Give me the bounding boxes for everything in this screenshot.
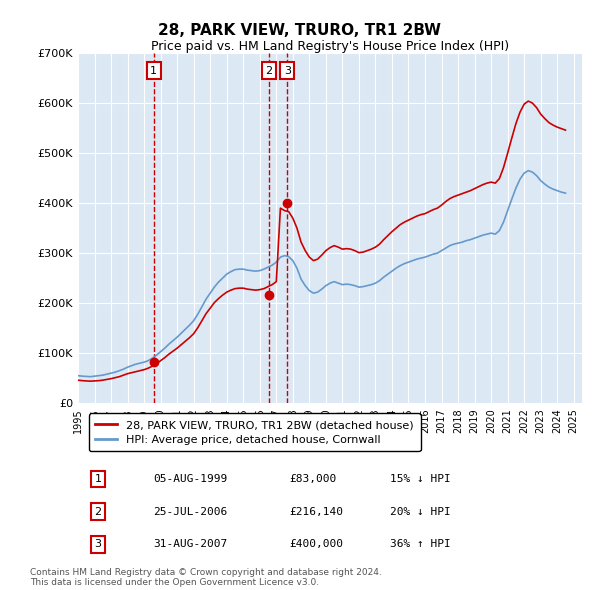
- Text: 2: 2: [265, 65, 272, 76]
- Text: 25-JUL-2006: 25-JUL-2006: [154, 507, 228, 517]
- Text: 1: 1: [150, 65, 157, 76]
- Text: 20% ↓ HPI: 20% ↓ HPI: [391, 507, 451, 517]
- Text: 1: 1: [95, 474, 101, 484]
- Text: 15% ↓ HPI: 15% ↓ HPI: [391, 474, 451, 484]
- Text: 05-AUG-1999: 05-AUG-1999: [154, 474, 228, 484]
- Text: 31-AUG-2007: 31-AUG-2007: [154, 539, 228, 549]
- Text: 3: 3: [95, 539, 101, 549]
- Text: £216,140: £216,140: [290, 507, 344, 517]
- Text: Contains HM Land Registry data © Crown copyright and database right 2024.
This d: Contains HM Land Registry data © Crown c…: [30, 568, 382, 587]
- Text: £83,000: £83,000: [290, 474, 337, 484]
- Text: 28, PARK VIEW, TRURO, TR1 2BW: 28, PARK VIEW, TRURO, TR1 2BW: [158, 24, 442, 38]
- Text: £400,000: £400,000: [290, 539, 344, 549]
- Text: 36% ↑ HPI: 36% ↑ HPI: [391, 539, 451, 549]
- Legend: 28, PARK VIEW, TRURO, TR1 2BW (detached house), HPI: Average price, detached hou: 28, PARK VIEW, TRURO, TR1 2BW (detached …: [89, 414, 421, 451]
- Title: Price paid vs. HM Land Registry's House Price Index (HPI): Price paid vs. HM Land Registry's House …: [151, 40, 509, 53]
- Text: 3: 3: [284, 65, 291, 76]
- Text: 2: 2: [95, 507, 102, 517]
